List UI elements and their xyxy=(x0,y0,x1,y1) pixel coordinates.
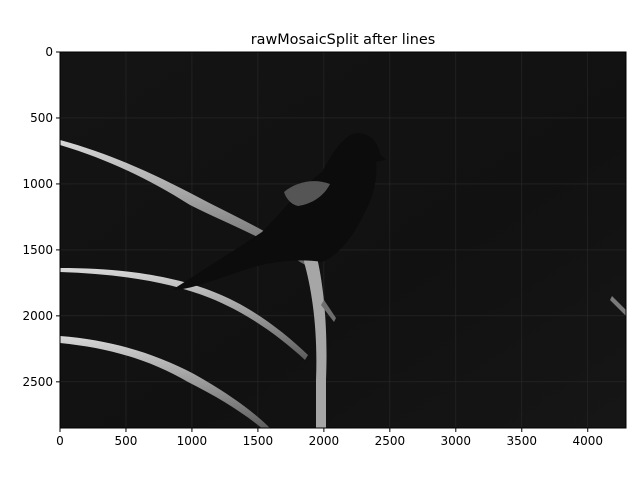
image-plot-area xyxy=(60,52,626,428)
y-tick-label: 2000 xyxy=(22,309,53,323)
x-tick-label: 500 xyxy=(115,434,138,448)
y-tick-label: 1000 xyxy=(22,177,53,191)
x-tick-label: 2000 xyxy=(309,434,340,448)
axes-frame xyxy=(59,51,627,429)
x-tick-label: 1500 xyxy=(243,434,274,448)
y-tick-label: 2500 xyxy=(22,375,53,389)
y-tick-label: 0 xyxy=(45,45,53,59)
y-axis: 0 500 1000 1500 2000 2500 xyxy=(22,45,60,389)
blackbird xyxy=(172,133,386,290)
x-tick-label: 0 xyxy=(56,434,64,448)
branch-upper xyxy=(60,140,318,272)
x-tick-label: 3000 xyxy=(441,434,472,448)
y-tick-label: 500 xyxy=(30,111,53,125)
x-tick-label: 1000 xyxy=(177,434,208,448)
branch-lower xyxy=(60,336,270,428)
y-tick-label: 1500 xyxy=(22,243,53,257)
x-tick-label: 3500 xyxy=(506,434,537,448)
branch-twig xyxy=(321,300,336,322)
x-tick-label: 2500 xyxy=(375,434,406,448)
chart-title: rawMosaicSplit after lines xyxy=(251,32,436,48)
bird-wing-patch xyxy=(284,181,330,206)
x-tick-label: 4000 xyxy=(572,434,603,448)
x-axis: 0 500 1000 1500 2000 2500 3000 3500 4000 xyxy=(56,428,603,448)
photo-content xyxy=(60,133,626,428)
branch-far-right xyxy=(610,296,626,316)
branch-trunk xyxy=(304,222,327,428)
